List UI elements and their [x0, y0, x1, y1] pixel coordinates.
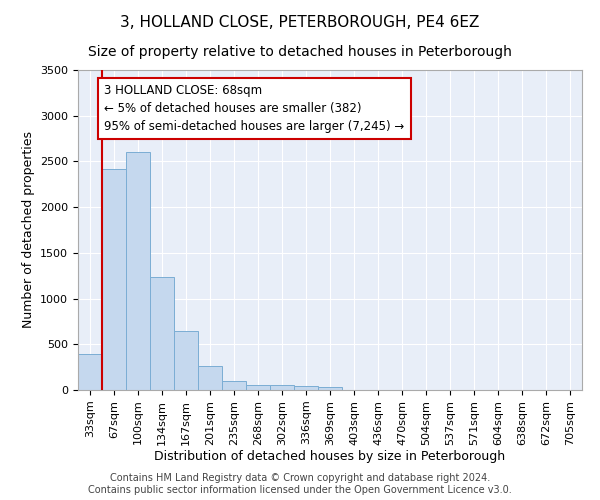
Bar	[246, 384, 270, 390]
Y-axis label: Number of detached properties: Number of detached properties	[22, 132, 35, 328]
Text: 3 HOLLAND CLOSE: 68sqm
← 5% of detached houses are smaller (382)
95% of semi-det: 3 HOLLAND CLOSE: 68sqm ← 5% of detached …	[104, 84, 404, 132]
Text: Contains HM Land Registry data © Crown copyright and database right 2024.
Contai: Contains HM Land Registry data © Crown c…	[88, 474, 512, 495]
Bar	[270, 385, 294, 390]
Text: Size of property relative to detached houses in Peterborough: Size of property relative to detached ho…	[88, 45, 512, 59]
Bar	[174, 332, 198, 390]
Bar	[318, 388, 342, 390]
Bar	[294, 386, 318, 390]
Bar	[198, 366, 222, 390]
X-axis label: Distribution of detached houses by size in Peterborough: Distribution of detached houses by size …	[154, 450, 506, 464]
Text: 3, HOLLAND CLOSE, PETERBOROUGH, PE4 6EZ: 3, HOLLAND CLOSE, PETERBOROUGH, PE4 6EZ	[121, 15, 479, 30]
Bar	[222, 381, 246, 390]
Bar	[150, 276, 174, 390]
Bar	[78, 354, 102, 390]
Bar	[126, 152, 150, 390]
Bar	[102, 168, 126, 390]
